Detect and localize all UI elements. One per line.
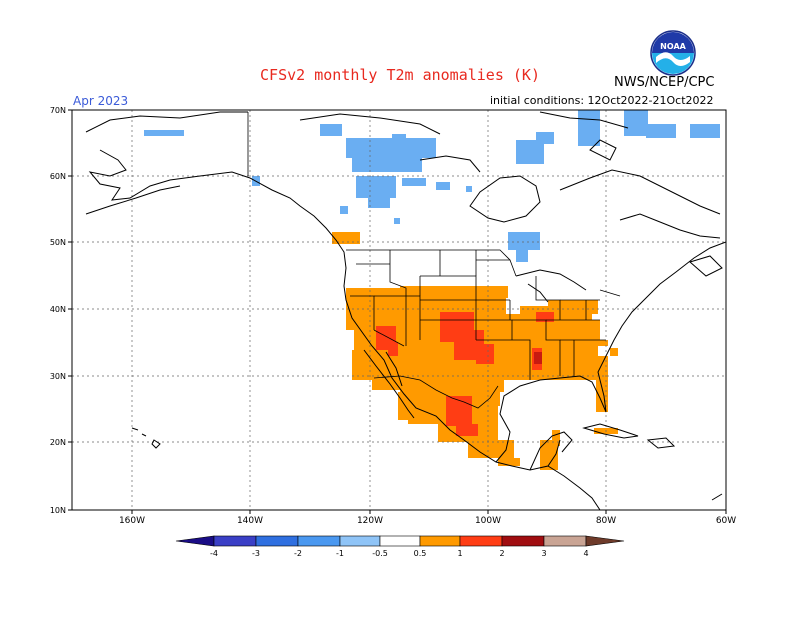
colorbar-segment [585, 535, 625, 547]
neutral-gaps [346, 330, 608, 466]
org-label: NWS/NCEP/CPC [614, 75, 715, 90]
colorbar-segment [379, 535, 421, 547]
colorbar-tick: -1 [336, 549, 344, 558]
map-frame [71, 109, 727, 511]
colorbar-segment [543, 535, 587, 547]
strong-warm-areas [376, 312, 554, 436]
lat-label: 10N [50, 506, 66, 515]
lat-label: 30N [50, 372, 66, 381]
colorbar-segment [255, 535, 299, 547]
colorbar-tick: 4 [583, 549, 588, 558]
very-strong-warm-areas [534, 352, 542, 364]
lon-label: 60W [716, 516, 736, 526]
borders [247, 112, 621, 409]
lon-label: 120W [357, 516, 383, 526]
colorbar-segment [459, 535, 503, 547]
initial-conditions: initial conditions: 12Oct2022-21Oct2022 [490, 94, 714, 107]
lat-label: 40N [50, 305, 66, 314]
noaa-logo-icon: NOAA [650, 30, 696, 76]
longitude-labels: 160W 140W 120W 100W 80W 60W [119, 516, 736, 526]
colorbar-tick: -2 [294, 549, 302, 558]
lon-label: 80W [596, 516, 616, 526]
colorbar-tick: 1 [457, 549, 462, 558]
colorbar-segment [501, 535, 545, 547]
lat-label: 60N [50, 172, 66, 181]
colorbar-tick: 2 [499, 549, 504, 558]
lon-label: 100W [475, 516, 501, 526]
axis-ticks [68, 109, 727, 514]
colorbar-segment [297, 535, 341, 547]
colorbar-tick: -0.5 [372, 549, 388, 558]
colorbar: -4 -3 -2 -1 -0.5 0.5 1 2 3 4 [175, 535, 625, 558]
colorbar-tick: -4 [210, 549, 218, 558]
anomaly-shading [144, 110, 720, 470]
lat-label: 50N [50, 238, 66, 247]
coastlines [85, 111, 726, 510]
colorbar-segment [339, 535, 381, 547]
map-title: CFSv2 monthly T2m anomalies (K) [260, 66, 540, 84]
colorbar-segment [175, 535, 215, 547]
cool-anomaly-areas [144, 110, 720, 262]
lat-label: 70N [50, 106, 66, 115]
lon-label: 140W [237, 516, 263, 526]
forecast-month: Apr 2023 [73, 94, 129, 108]
latitude-labels: 70N 60N 50N 40N 30N 20N 10N [50, 106, 66, 515]
colorbar-segment [213, 535, 257, 547]
colorbar-tick: 0.5 [414, 549, 427, 558]
lat-label: 20N [50, 438, 66, 447]
logo-text: NOAA [660, 42, 686, 51]
colorbar-tick: -3 [252, 549, 260, 558]
colorbar-segment [419, 535, 461, 547]
colorbar-tick: 3 [541, 549, 546, 558]
lon-label: 160W [119, 516, 145, 526]
